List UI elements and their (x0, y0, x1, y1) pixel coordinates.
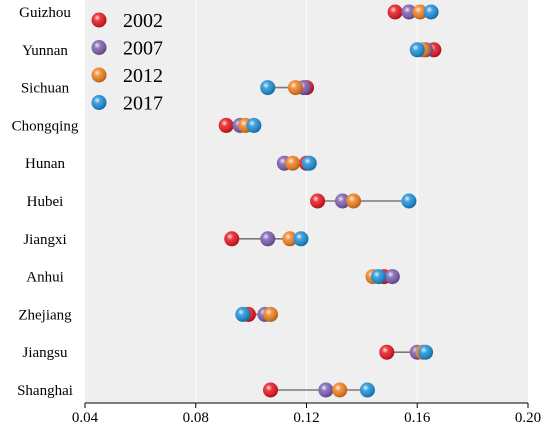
data-points (218, 4, 442, 398)
point-2002 (263, 382, 279, 398)
legend-label: 2002 (123, 10, 163, 32)
category-label: Yunnan (22, 43, 68, 59)
x-tick-label: 0.08 (183, 410, 209, 426)
point-2017 (401, 193, 417, 209)
category-label: Jiangxi (23, 232, 66, 248)
category-label: Hunan (25, 156, 65, 172)
point-2012 (263, 306, 279, 322)
category-label: Zhejiang (18, 307, 72, 323)
category-label: Guizhou (19, 5, 71, 21)
point-2002 (224, 231, 240, 247)
legend-label: 2007 (123, 38, 163, 60)
point-2012 (285, 155, 301, 171)
point-2002 (218, 117, 234, 133)
legend-item-2017: 2017 (91, 93, 163, 115)
legend-label: 2017 (123, 93, 163, 115)
point-2007 (334, 193, 350, 209)
legend-item-2007: 2007 (91, 38, 163, 60)
point-2017 (235, 306, 251, 322)
point-2012 (346, 193, 362, 209)
point-2002 (310, 193, 326, 209)
legend: 2002 2007 2012 2017 (91, 10, 163, 115)
category-label: Shanghai (17, 383, 73, 399)
category-label: Hubei (27, 194, 64, 210)
category-label: Anhui (26, 270, 64, 286)
x-tick-label: 0.04 (72, 410, 99, 426)
point-2017 (418, 344, 434, 360)
legend-item-2012: 2012 (91, 65, 163, 87)
point-2017 (293, 231, 309, 247)
point-2017 (359, 382, 375, 398)
point-2007 (401, 4, 417, 20)
point-2007 (318, 382, 334, 398)
point-2017 (301, 155, 317, 171)
category-label: Chongqing (12, 118, 79, 134)
category-label: Jiangsu (23, 345, 69, 361)
point-2002 (387, 4, 403, 20)
x-axis: 0.04 0.08 0.12 0.16 0.20 (72, 402, 541, 426)
point-2017 (370, 269, 386, 285)
point-2012 (287, 80, 303, 96)
point-2017 (409, 42, 425, 58)
x-tick-label: 0.12 (293, 410, 319, 426)
point-2017 (423, 4, 439, 20)
legend-label: 2012 (123, 65, 163, 87)
x-tick-label: 0.20 (515, 410, 541, 426)
point-2007 (384, 269, 400, 285)
point-2012 (332, 382, 348, 398)
point-2012 (282, 231, 298, 247)
grid-lines (195, 0, 418, 403)
point-2002 (379, 344, 395, 360)
legend-item-2002: 2002 (91, 10, 163, 32)
point-2017 (246, 117, 262, 133)
x-tick-label: 0.16 (404, 410, 431, 426)
point-2007 (260, 231, 276, 247)
category-labels: Guizhou Yunnan Sichuan Chongqing Hunan Hubei J… (12, 5, 79, 399)
point-2012 (412, 4, 428, 20)
point-2017 (260, 80, 276, 96)
category-label: Sichuan (21, 81, 70, 97)
